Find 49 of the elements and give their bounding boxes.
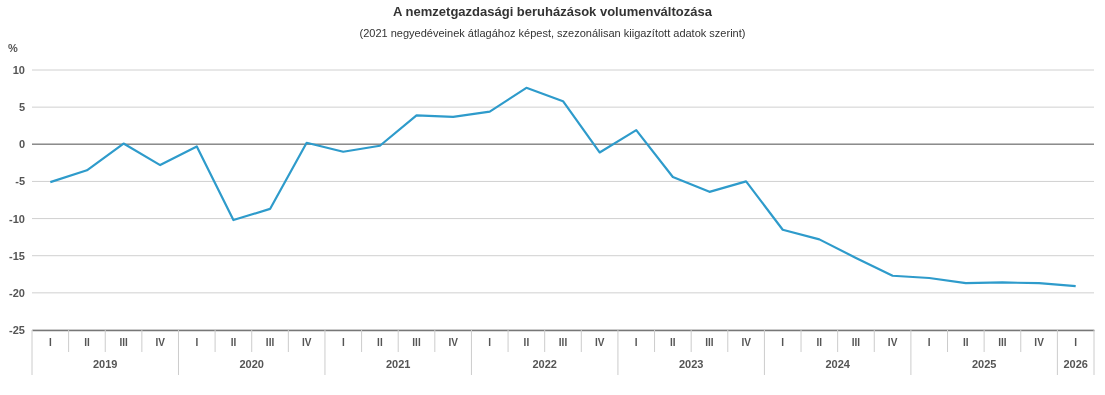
y-axis-title: % <box>8 42 18 54</box>
x-tick-label: I <box>488 337 492 348</box>
x-tick-label: III <box>705 337 714 348</box>
x-tick-label: II <box>84 337 90 348</box>
x-tick-label: II <box>963 337 969 348</box>
x-tick-label: I <box>634 337 638 348</box>
x-tick-label: III <box>998 337 1007 348</box>
y-tick-label: -20 <box>9 286 25 299</box>
y-tick-label: -5 <box>15 175 25 188</box>
y-tick-label: -25 <box>9 324 25 337</box>
x-tick-label: III <box>412 337 421 348</box>
x-tick-label: I <box>341 337 345 348</box>
x-tick-label: IV <box>594 337 605 348</box>
text: 2021 <box>385 358 411 370</box>
x-tick-label: IV <box>741 337 752 348</box>
text: 2025 <box>971 358 997 370</box>
text: 2020 <box>239 358 264 370</box>
text: 2023 <box>678 358 704 370</box>
x-tick-label: I <box>781 337 785 348</box>
text: 2026 <box>1063 358 1088 370</box>
y-tick-label: 10 <box>12 64 25 77</box>
x-tick-label: IV <box>1034 337 1045 348</box>
x-tick-label: II <box>523 337 530 348</box>
x-tick-label: III <box>119 337 128 348</box>
x-tick-label: I <box>927 337 931 348</box>
chart-subtitle: (2021 negyedéveinek átlagához képest, szezonálisan kiigazított adatok szerint) <box>359 27 746 39</box>
x-tick-label: II <box>816 337 823 348</box>
chart-title: A nemzetgazdasági beruházások volumenváltozása <box>393 4 713 19</box>
y-tick-label: -10 <box>9 212 25 225</box>
x-tick-label: III <box>851 337 861 348</box>
x-tick-label: II <box>377 337 383 348</box>
y-tick-label: -15 <box>9 249 25 262</box>
x-tick-label: IV <box>887 337 898 348</box>
x-tick-label: IV <box>448 337 459 348</box>
x-tick-label: III <box>558 337 568 348</box>
x-tick-label: I <box>48 337 52 348</box>
text: 2022 <box>532 358 557 370</box>
text: 2019 <box>93 358 118 370</box>
x-tick-label: I <box>195 337 199 348</box>
x-tick-label: IV <box>155 337 166 348</box>
line-series <box>49 86 1077 288</box>
y-tick-label: 0 <box>18 138 25 151</box>
x-tick-label: III <box>265 337 275 348</box>
x-tick-label: I <box>1074 337 1078 348</box>
x-tick-label: II <box>670 337 676 348</box>
x-tick-label: IV <box>301 337 312 348</box>
x-tick-label: II <box>230 337 237 348</box>
y-tick-label: 5 <box>18 101 25 114</box>
text: 2024 <box>825 358 851 370</box>
